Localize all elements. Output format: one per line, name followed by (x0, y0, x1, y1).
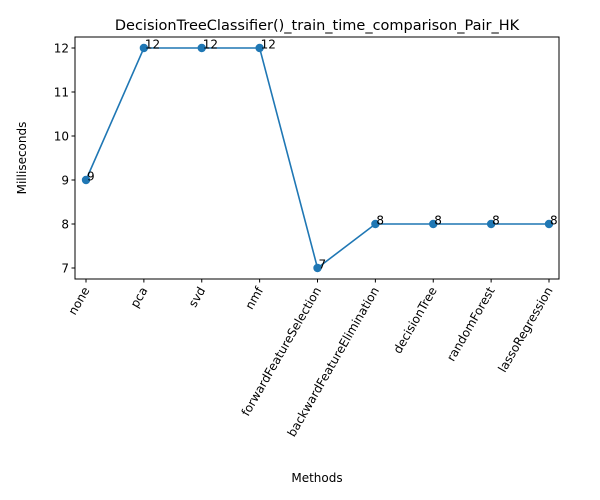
y-tick-label: 11 (54, 86, 69, 100)
data-point (544, 219, 554, 229)
data-label: 8 (434, 214, 442, 228)
data-point (429, 219, 438, 229)
data-label: 12 (261, 38, 276, 52)
x-tick-label: decisionTree (390, 285, 439, 356)
x-tick-label: svd (186, 285, 209, 310)
data-point (486, 219, 496, 229)
x-tick-label: nmf (242, 284, 266, 312)
data-point (313, 263, 322, 273)
y-tick-label: 9 (61, 174, 69, 188)
series-line (85, 47, 549, 270)
y-tick-label: 7 (61, 262, 69, 276)
data-label: 7 (319, 258, 327, 272)
plot-area-frame (74, 36, 560, 280)
series-polyline (85, 47, 549, 270)
x-tick-label: lassoRegression (495, 285, 555, 375)
data-point (255, 43, 264, 53)
data-label: 8 (376, 214, 384, 228)
x-axis: none pca svd nmfforwardFeatureSelectionback… (66, 279, 556, 439)
data-point (371, 219, 380, 229)
data-label: 12 (145, 38, 160, 52)
chart-title: DecisionTreeClassifier()_train_time_comp… (115, 18, 520, 34)
data-point (197, 43, 206, 53)
y-axis-label: Milliseconds (15, 122, 29, 195)
x-tick-label: pca (128, 285, 151, 311)
data-label: 8 (550, 214, 558, 228)
data-labels: 9 12 12 12 7 8 8 8 8 (87, 38, 558, 272)
x-tick-label: randomForest (444, 284, 498, 363)
y-tick-label: 12 (54, 42, 69, 56)
y-axis: 7 8 9 10 11 12 (54, 42, 75, 276)
y-tick-label: 8 (61, 218, 69, 232)
data-point (81, 175, 91, 185)
data-label: 12 (203, 38, 218, 52)
x-tick-label: none (66, 285, 93, 318)
data-point (139, 43, 149, 53)
series-markers (81, 43, 554, 273)
x-axis-label: Methods (291, 471, 342, 485)
y-tick-label: 10 (54, 130, 69, 144)
data-label: 9 (87, 170, 95, 184)
data-label: 8 (492, 214, 500, 228)
